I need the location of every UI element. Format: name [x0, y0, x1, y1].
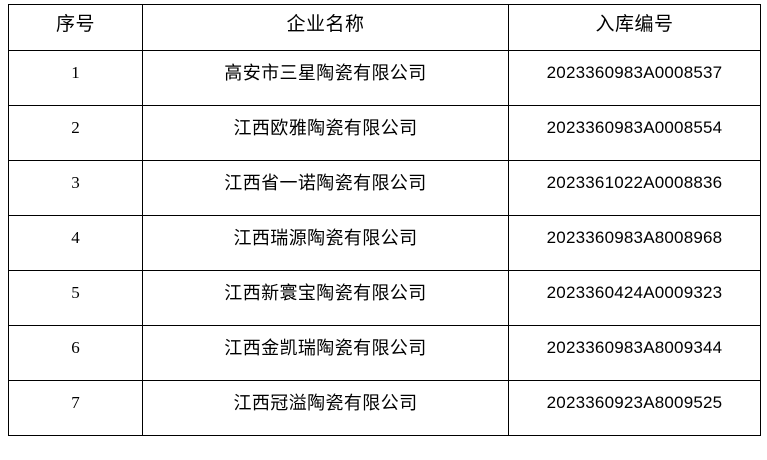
registry-code-value: 2023360983A0008537	[546, 63, 723, 82]
cell-index: 1	[8, 50, 143, 106]
table-row: 3 江西省一诺陶瓷有限公司 2023361022A0008836	[8, 160, 761, 216]
enterprise-registry-table: 序号 企业名称 入库编号 1 高安市三星陶瓷有限公司 20233609	[8, 4, 761, 436]
table-body: 1 高安市三星陶瓷有限公司 2023360983A0008537 2 江西欧雅陶…	[8, 50, 761, 436]
cell-code: 2023361022A0008836	[508, 160, 761, 216]
table-row: 7 江西冠溢陶瓷有限公司 2023360923A8009525	[8, 380, 761, 436]
row-index-value: 1	[71, 63, 80, 82]
row-index-value: 5	[71, 283, 80, 302]
cell-code: 2023360983A8008968	[508, 215, 761, 271]
table-header: 序号 企业名称 入库编号	[8, 4, 761, 51]
column-header-code-label: 入库编号	[595, 14, 674, 35]
table-row: 4 江西瑞源陶瓷有限公司 2023360983A8008968	[8, 215, 761, 271]
enterprise-name-value: 江西欧雅陶瓷有限公司	[233, 118, 418, 138]
column-header-index-label: 序号	[55, 14, 95, 35]
registry-code-value: 2023360983A0008554	[546, 118, 723, 137]
column-header-name: 企业名称	[142, 4, 509, 51]
cell-index: 4	[8, 215, 143, 271]
column-header-code: 入库编号	[508, 4, 761, 51]
cell-name: 江西金凯瑞陶瓷有限公司	[142, 325, 509, 381]
cell-index: 5	[8, 270, 143, 326]
cell-code: 2023360983A0008537	[508, 50, 761, 106]
cell-name: 江西欧雅陶瓷有限公司	[142, 105, 509, 161]
registry-code-value: 2023361022A0008836	[546, 173, 723, 192]
cell-index: 3	[8, 160, 143, 216]
column-header-name-label: 企业名称	[286, 14, 365, 35]
cell-name: 江西新寰宝陶瓷有限公司	[142, 270, 509, 326]
table-row: 1 高安市三星陶瓷有限公司 2023360983A0008537	[8, 50, 761, 106]
table-header-row: 序号 企业名称 入库编号	[8, 4, 761, 51]
cell-name: 江西瑞源陶瓷有限公司	[142, 215, 509, 271]
cell-name: 高安市三星陶瓷有限公司	[142, 50, 509, 106]
cell-index: 6	[8, 325, 143, 381]
table-row: 6 江西金凯瑞陶瓷有限公司 2023360983A8009344	[8, 325, 761, 381]
row-index-value: 6	[71, 338, 80, 357]
registry-code-value: 2023360424A0009323	[546, 283, 723, 302]
column-header-index: 序号	[8, 4, 143, 51]
registry-code-value: 2023360923A8009525	[546, 393, 723, 412]
enterprise-name-value: 江西瑞源陶瓷有限公司	[233, 228, 418, 248]
row-index-value: 2	[71, 118, 80, 137]
row-index-value: 3	[71, 173, 80, 192]
cell-code: 2023360923A8009525	[508, 380, 761, 436]
cell-code: 2023360424A0009323	[508, 270, 761, 326]
cell-index: 7	[8, 380, 143, 436]
cell-name: 江西冠溢陶瓷有限公司	[142, 380, 509, 436]
enterprise-name-value: 江西冠溢陶瓷有限公司	[233, 393, 418, 413]
enterprise-name-value: 高安市三星陶瓷有限公司	[224, 63, 427, 83]
table-row: 5 江西新寰宝陶瓷有限公司 2023360424A0009323	[8, 270, 761, 326]
registry-code-value: 2023360983A8008968	[546, 228, 723, 247]
cell-code: 2023360983A0008554	[508, 105, 761, 161]
enterprise-name-value: 江西新寰宝陶瓷有限公司	[224, 283, 427, 303]
table-row: 2 江西欧雅陶瓷有限公司 2023360983A0008554	[8, 105, 761, 161]
row-index-value: 7	[71, 393, 80, 412]
row-index-value: 4	[71, 228, 80, 247]
cell-code: 2023360983A8009344	[508, 325, 761, 381]
cell-name: 江西省一诺陶瓷有限公司	[142, 160, 509, 216]
cell-index: 2	[8, 105, 143, 161]
enterprise-name-value: 江西金凯瑞陶瓷有限公司	[224, 338, 427, 358]
enterprise-name-value: 江西省一诺陶瓷有限公司	[224, 173, 427, 193]
registry-code-value: 2023360983A8009344	[546, 338, 723, 357]
